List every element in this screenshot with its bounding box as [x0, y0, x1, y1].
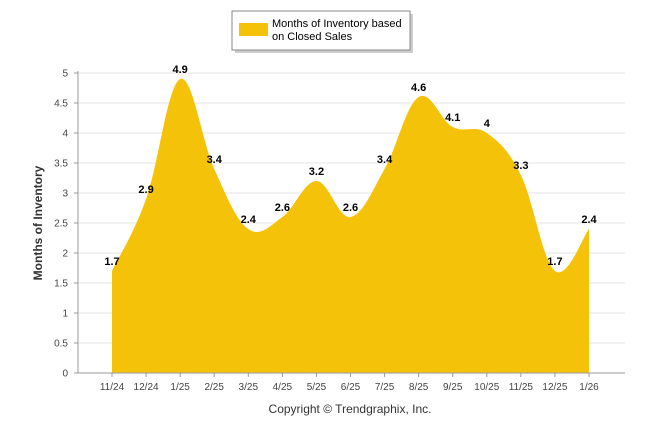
legend: Months of Inventory based on Closed Sale…: [231, 10, 413, 53]
y-tick-label: 3: [62, 189, 68, 200]
data-label: 2.9: [138, 184, 153, 196]
y-tick-label: 4: [62, 129, 68, 140]
x-tick-label: 9/25: [443, 382, 463, 393]
x-tick-label: 12/25: [542, 382, 567, 393]
y-tick-label: 3.5: [54, 159, 68, 170]
y-tick-label: 5: [62, 69, 68, 80]
data-label: 1.7: [547, 256, 562, 268]
data-label: 3.2: [309, 166, 324, 178]
data-label: 2.4: [581, 214, 597, 226]
area-layer: [112, 78, 589, 374]
data-label: 1.7: [104, 256, 119, 268]
legend-label-line1: Months of Inventory based: [272, 18, 402, 30]
x-tick-label: 11/24: [100, 382, 125, 393]
y-tick-label: 2.5: [54, 219, 68, 230]
y-tick-label: 1.5: [54, 279, 68, 290]
y-tick-label: 4.5: [54, 99, 68, 110]
data-label: 4: [484, 118, 491, 130]
data-label: 3.4: [377, 154, 393, 166]
x-tick-label: 6/25: [341, 382, 361, 393]
y-tick-label: 0.5: [54, 339, 68, 350]
data-label: 2.6: [343, 202, 358, 214]
data-label: 4.1: [445, 112, 460, 124]
x-tick-label: 8/25: [409, 382, 429, 393]
data-label: 3.4: [207, 154, 223, 166]
data-label: 4.9: [172, 64, 187, 76]
x-axis-ticks: 11/24 12/24 1/25 2/25 3/25 4/25 5/25 6/25 7/25 8/…: [100, 373, 599, 393]
y-axis-title: Months of Inventory: [31, 165, 45, 280]
x-tick-label: 1/26: [579, 382, 599, 393]
x-tick-label: 7/25: [375, 382, 395, 393]
data-label: 3.3: [513, 160, 528, 172]
legend-label-line2: on Closed Sales: [272, 31, 353, 43]
area-series: [112, 78, 589, 374]
x-tick-label: 1/25: [170, 382, 190, 393]
copyright-text: Copyright © Trendgraphix, Inc.: [269, 402, 432, 416]
y-tick-label: 0: [62, 369, 68, 380]
data-label: 2.6: [275, 202, 290, 214]
data-label: 2.4: [241, 214, 257, 226]
x-tick-label: 2/25: [204, 382, 224, 393]
x-tick-label: 3/25: [239, 382, 259, 393]
x-tick-label: 10/25: [474, 382, 499, 393]
y-axis-ticks: 0 0.5 1 1.5 2 2.5 3 3.5 4 4.5 5: [54, 69, 78, 380]
axes: [77, 71, 625, 374]
data-label: 4.6: [411, 82, 426, 94]
legend-swatch: [239, 23, 268, 36]
x-tick-label: 4/25: [273, 382, 293, 393]
x-tick-label: 12/24: [134, 382, 159, 393]
x-tick-label: 11/25: [509, 382, 534, 393]
y-tick-label: 2: [62, 249, 68, 260]
x-tick-label: 5/25: [307, 382, 327, 393]
y-tick-label: 1: [62, 309, 68, 320]
data-labels: 1.7 2.9 4.9 3.4 2.4 2.6 3.2 2.6 3.4 4.6 4.1 4 3.3 1.7…: [104, 64, 597, 268]
